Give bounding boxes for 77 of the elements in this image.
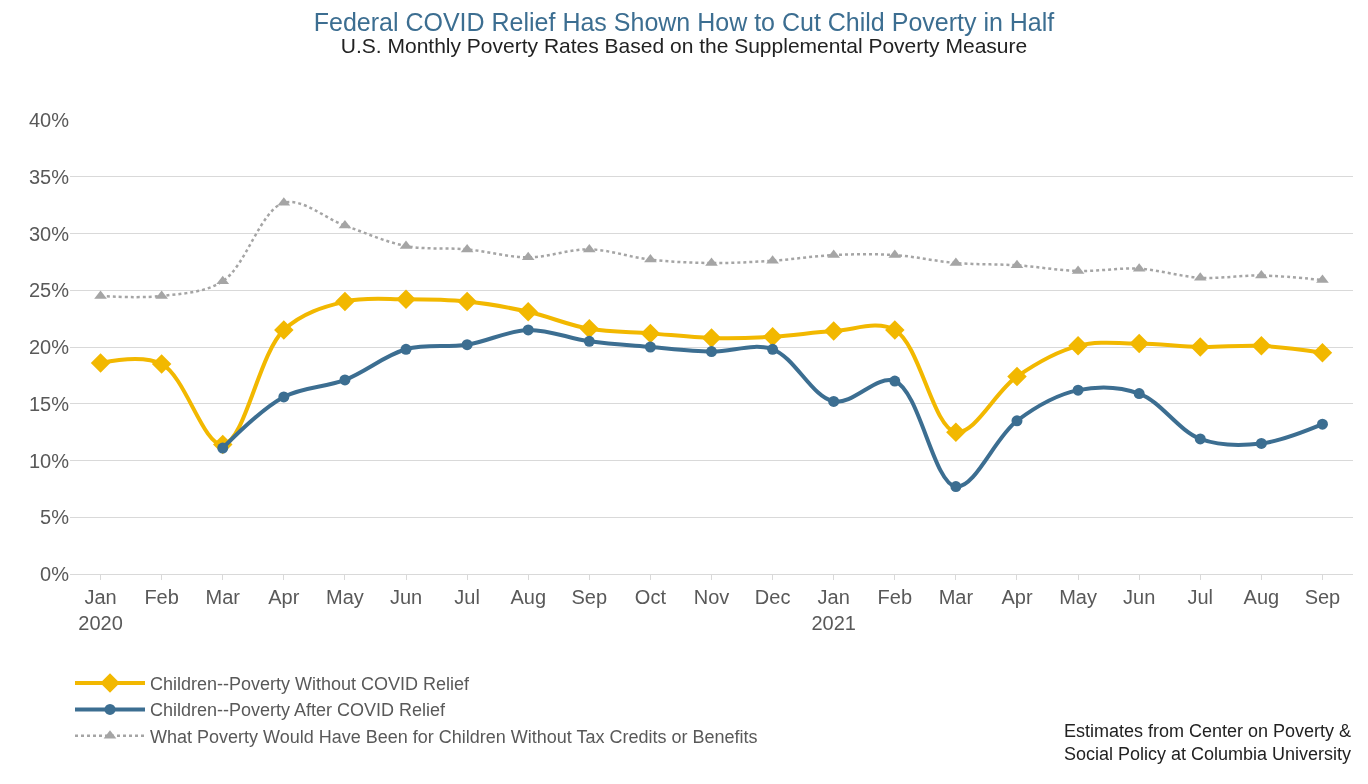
point [1007,366,1027,387]
y-tick-label: 25% [28,279,70,302]
point [151,354,172,374]
y-tick-label: 40% [28,109,70,131]
x-tick-label: Oct [634,586,667,608]
text: Estimates from Center on Poverty & Social Policy at Columbia University [1064,721,1352,765]
x-tick-label: Jan 2021 [811,586,856,634]
point [274,320,294,340]
point [1011,415,1023,427]
point [767,343,779,355]
point [457,291,477,312]
point [583,335,595,347]
x-tick-label: Mar [938,586,974,608]
point [889,375,901,387]
point [762,327,783,347]
point [1255,437,1267,449]
point [1072,384,1084,396]
x-tick-label: Nov [693,586,730,608]
x-tick-label: Jun [1123,586,1156,608]
point [1312,342,1333,363]
x-tick-label: May [1059,586,1097,608]
y-tick-label: 20% [28,336,70,358]
x-tick-label: Jul [454,586,480,608]
point [640,323,661,344]
x-tick-label: Dec [754,586,791,608]
point [460,243,474,253]
x-tick-label: Jul [1187,586,1214,608]
point [1129,333,1149,354]
point [335,291,355,312]
point [582,243,596,253]
x-tick-label: Sep [571,586,608,608]
point [522,324,534,336]
point [521,251,535,261]
x-tick-label: Feb [144,586,179,608]
y-tick-label: 30% [28,222,70,245]
point [1251,336,1272,356]
point [1010,259,1024,269]
y-tick-label: 35% [28,165,70,188]
y-tick-label: 10% [28,449,70,472]
x-tick-label: Mar [205,586,241,608]
x-tick-label: Feb [877,586,913,608]
point [400,343,412,355]
point [1133,388,1145,400]
x-tick-label: Aug [510,586,547,608]
y-tick-label: 15% [28,392,70,415]
point [461,339,473,351]
point [90,353,111,373]
point [396,289,416,310]
point [950,481,962,493]
chart-title: Federal COVID Relief Has Shown How to Cut Child Poverty in Half [313,8,1055,37]
point [946,422,966,442]
x-tick-label: Sep [1304,586,1341,608]
x-tick-label: Jan 2020 [78,586,123,634]
point [1316,418,1328,430]
point [1194,433,1206,445]
point [579,319,600,339]
x-tick-label: Jun [389,586,423,608]
x-tick-label: May [326,586,364,608]
point [885,320,905,340]
point [823,321,844,341]
point [706,346,717,358]
point [644,341,656,353]
y-tick-label: 5% [40,506,70,529]
point [701,328,722,348]
x-tick-label: Aug [1243,586,1280,608]
point [1068,336,1088,356]
legend-label: Children--Poverty After COVID Relief [150,700,447,721]
x-tick-label: Apr [1001,586,1033,608]
legend-label: What Poverty Would Have Been for Children Without Tax Credits or Benefits [150,726,758,747]
legend-label: Children--Poverty Without COVID Relief [150,674,471,695]
point [339,374,351,386]
point [278,391,290,403]
point [518,302,538,322]
point [828,395,840,407]
point [1190,337,1211,357]
x-tick-label: Apr [268,586,300,608]
y-tick-label: 0% [40,563,70,585]
